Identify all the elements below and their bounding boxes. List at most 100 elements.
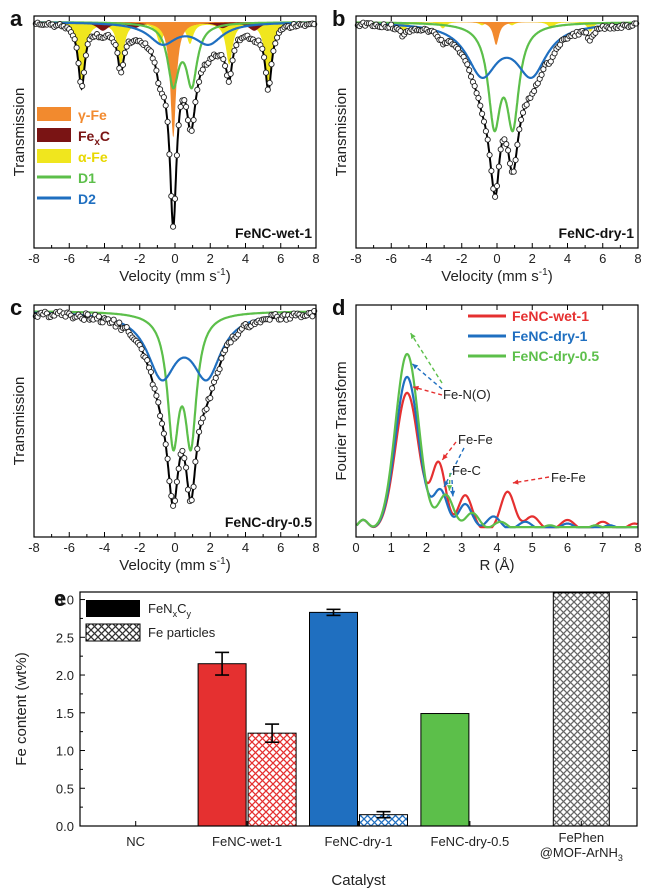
data-point (147, 368, 154, 376)
data-point (119, 61, 127, 68)
data-point (268, 61, 275, 68)
annotation-arrowhead (444, 480, 449, 487)
x-category-label: NC (126, 834, 145, 849)
measured-data-points (354, 19, 640, 200)
data-point (203, 405, 210, 413)
legend-label: FeNC-wet-1 (512, 308, 589, 324)
annotation-arrowhead (412, 363, 419, 370)
data-point (164, 455, 171, 462)
y-tick-label: 0.0 (56, 819, 74, 834)
data-point (160, 94, 167, 101)
x-tick-label: 8 (312, 540, 319, 555)
data-point (216, 366, 223, 373)
legend-label: FeNC-dry-0.5 (512, 348, 599, 364)
annotation-arrowhead (413, 385, 419, 391)
data-point (218, 355, 225, 362)
x-tick-label: 5 (529, 540, 536, 555)
x-tick-label: -6 (385, 251, 397, 266)
data-point (171, 195, 179, 202)
annotation-fe-n-o: Fe-N(O) (443, 387, 491, 402)
data-point (227, 339, 234, 346)
data-point (464, 61, 471, 68)
data-point (168, 492, 175, 500)
y-tick-label: 1.5 (56, 706, 74, 721)
bar-fe-particles (552, 592, 610, 827)
data-point (261, 54, 268, 61)
x-tick-label: 6 (599, 251, 606, 266)
data-point (514, 141, 521, 148)
d2-component (356, 22, 639, 79)
data-point (510, 168, 517, 175)
d1-component (356, 21, 638, 133)
data-point (196, 428, 203, 435)
data-point (170, 502, 177, 509)
data-point (173, 478, 180, 485)
data-point (188, 497, 195, 504)
sample-label: FeNC-dry-0.5 (225, 514, 312, 530)
panel-letter: d (332, 295, 345, 320)
data-point (75, 60, 82, 67)
x-tick-label: -2 (134, 251, 146, 266)
data-point (80, 316, 88, 323)
x-category-label: FeNC-dry-0.5 (431, 834, 510, 849)
x-tick-label: 6 (277, 540, 284, 555)
data-point (162, 441, 169, 448)
data-point (151, 385, 158, 392)
data-point (71, 36, 78, 43)
data-point (79, 82, 86, 90)
data-point (519, 109, 527, 116)
data-point (188, 127, 195, 134)
data-point (531, 88, 538, 95)
data-point (173, 152, 180, 159)
data-point (492, 193, 499, 200)
data-point (220, 56, 227, 63)
data-point (227, 70, 234, 77)
annotation-arrowhead (450, 490, 456, 497)
legend-label: α-Fe (78, 149, 108, 165)
data-point (264, 86, 271, 93)
x-tick-label: -2 (456, 251, 468, 266)
annotation-arrow (443, 447, 465, 488)
d2-component (34, 311, 317, 382)
data-point (199, 66, 206, 73)
data-point (199, 415, 206, 422)
data-point (229, 57, 236, 64)
panel-d-exafs: 0 1 2 3 4 5 6 7 8 R (Å) Fourier Transform d FeNC-wet… (332, 295, 642, 574)
x-tick-label: -8 (28, 251, 40, 266)
bar-fe-particles (247, 732, 297, 827)
x-tick-label: -6 (63, 251, 75, 266)
data-point (471, 82, 478, 90)
panel-letter: c (10, 295, 22, 320)
y-axis-label: Fourier Transform (333, 361, 350, 480)
data-point (175, 465, 182, 472)
data-point (262, 69, 270, 76)
data-point (166, 151, 173, 158)
y-tick-label: 3.0 (56, 593, 74, 608)
x-axis-label: R (Å) (480, 557, 515, 574)
data-point (309, 313, 316, 320)
x-tick-label: 8 (634, 540, 641, 555)
data-point (192, 98, 199, 106)
x-tick-label: -8 (28, 540, 40, 555)
d1-component (34, 310, 316, 452)
x-tick-label: -6 (63, 540, 75, 555)
data-point (196, 78, 203, 85)
sample-label: FeNC-wet-1 (235, 225, 312, 241)
legend-label: FeNC-dry-1 (512, 328, 588, 344)
data-point (482, 128, 489, 135)
data-point (212, 374, 219, 382)
annotation-arrowhead (447, 485, 453, 491)
data-point (194, 445, 201, 452)
x-tick-label: 0 (493, 251, 500, 266)
data-point (179, 447, 186, 454)
plot-frame (79, 591, 638, 827)
data-point (153, 67, 160, 74)
data-point (222, 62, 229, 69)
data-point (222, 347, 229, 354)
data-point (538, 71, 545, 78)
legend-swatch (37, 149, 71, 163)
annotation-arrow (412, 386, 443, 396)
data-point (505, 147, 512, 154)
data-point (516, 126, 523, 133)
x-tick-label: 2 (207, 540, 214, 555)
